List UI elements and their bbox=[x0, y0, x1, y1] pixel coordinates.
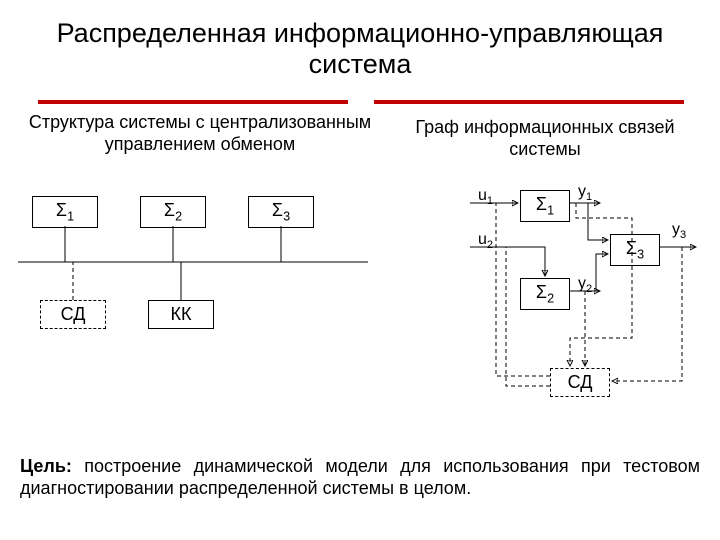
slide-title: Распределенная информационно-управляющая… bbox=[0, 0, 720, 92]
svg-text:u1: u1 bbox=[478, 187, 493, 207]
svg-text:u2: u2 bbox=[478, 231, 493, 251]
goal-text: Цель: построение динамической модели для… bbox=[20, 456, 700, 500]
left-heading: Структура системы с централизованным упр… bbox=[20, 112, 380, 155]
graph-diagram: Σ1 Σ3 Σ2 СД u1 u2 y1 y2 y3 bbox=[400, 178, 700, 448]
right-heading: Граф информационных связей системы bbox=[390, 117, 700, 160]
structure-diagram: Σ1 Σ2 Σ3 СД КК bbox=[18, 190, 378, 370]
goal-label: Цель: bbox=[20, 456, 72, 476]
accent-bar-right bbox=[374, 100, 684, 104]
graph-svg: u1 u2 y1 y2 y3 bbox=[400, 178, 700, 438]
accent-bar-left bbox=[38, 100, 348, 104]
goal-body: построение динамической модели для испол… bbox=[20, 456, 700, 498]
structure-bus-svg bbox=[18, 190, 378, 370]
svg-text:y1: y1 bbox=[578, 183, 592, 203]
svg-text:y3: y3 bbox=[672, 221, 686, 241]
